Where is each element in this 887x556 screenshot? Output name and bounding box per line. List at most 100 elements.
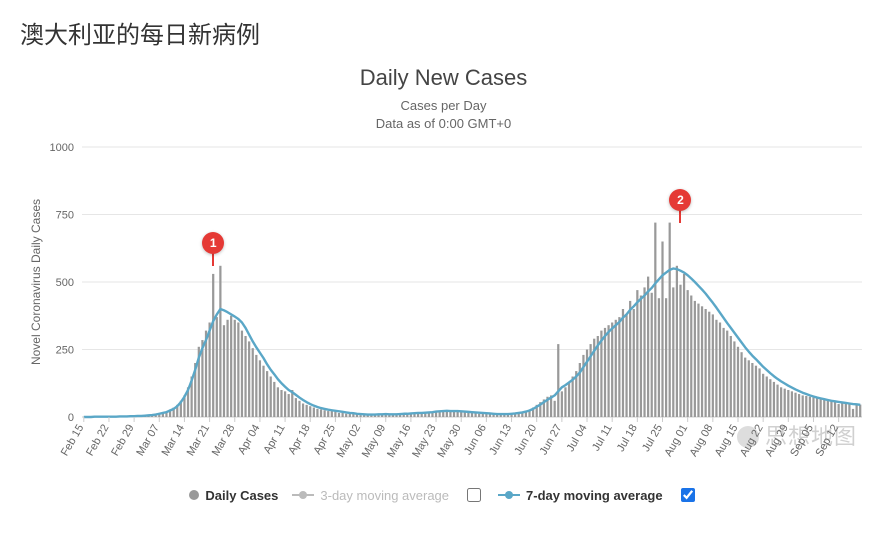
legend-checkbox-avg3[interactable] — [467, 488, 481, 502]
bar[interactable] — [787, 390, 789, 417]
bar[interactable] — [791, 392, 793, 418]
bar[interactable] — [316, 409, 318, 417]
bar[interactable] — [773, 382, 775, 417]
bar[interactable] — [248, 342, 250, 418]
bar[interactable] — [733, 342, 735, 418]
bar[interactable] — [604, 328, 606, 417]
bar[interactable] — [776, 385, 778, 417]
bar[interactable] — [769, 380, 771, 418]
bar[interactable] — [262, 366, 264, 417]
bar[interactable] — [722, 328, 724, 417]
bar[interactable] — [338, 413, 340, 417]
bar[interactable] — [805, 396, 807, 417]
bar[interactable] — [561, 392, 563, 418]
bar[interactable] — [679, 285, 681, 417]
bar[interactable] — [683, 274, 685, 417]
bar[interactable] — [237, 323, 239, 418]
bar[interactable] — [557, 344, 559, 417]
bar[interactable] — [266, 371, 268, 417]
bar[interactable] — [223, 326, 225, 418]
bar[interactable] — [669, 223, 671, 417]
bar[interactable] — [478, 414, 480, 417]
bar[interactable] — [280, 390, 282, 417]
bar[interactable] — [244, 336, 246, 417]
bar[interactable] — [762, 374, 764, 417]
bar[interactable] — [636, 290, 638, 417]
bar[interactable] — [809, 397, 811, 417]
bar[interactable] — [665, 299, 667, 418]
bar[interactable] — [334, 412, 336, 417]
bar[interactable] — [331, 411, 333, 417]
bar[interactable] — [848, 404, 850, 418]
bar[interactable] — [780, 388, 782, 418]
bar[interactable] — [341, 413, 343, 417]
bar[interactable] — [701, 307, 703, 418]
bar[interactable] — [784, 389, 786, 417]
bar[interactable] — [730, 336, 732, 417]
bar[interactable] — [640, 296, 642, 418]
bar[interactable] — [324, 411, 326, 418]
bar[interactable] — [651, 293, 653, 417]
bar[interactable] — [295, 398, 297, 417]
bar[interactable] — [737, 347, 739, 417]
bar[interactable] — [827, 400, 829, 418]
bar[interactable] — [449, 412, 451, 417]
bar[interactable] — [270, 377, 272, 418]
bar[interactable] — [359, 415, 361, 417]
bar[interactable] — [855, 404, 857, 417]
bar[interactable] — [306, 405, 308, 417]
bar[interactable] — [802, 396, 804, 418]
bar[interactable] — [471, 413, 473, 417]
legend-checkbox-avg7[interactable] — [681, 488, 695, 502]
bar[interactable] — [474, 414, 476, 418]
bar[interactable] — [798, 394, 800, 417]
bar[interactable] — [313, 408, 315, 417]
bar[interactable] — [712, 315, 714, 418]
bar[interactable] — [208, 323, 210, 418]
bar[interactable] — [748, 361, 750, 418]
bar[interactable] — [611, 323, 613, 418]
bar[interactable] — [564, 388, 566, 418]
bar[interactable] — [464, 413, 466, 418]
bar[interactable] — [719, 323, 721, 418]
bar[interactable] — [708, 312, 710, 417]
bar[interactable] — [230, 316, 232, 417]
bar[interactable] — [327, 411, 329, 417]
bar[interactable] — [618, 317, 620, 417]
bar[interactable] — [834, 401, 836, 417]
bar[interactable] — [302, 404, 304, 418]
bar[interactable] — [672, 288, 674, 418]
bar[interactable] — [816, 398, 818, 417]
bar[interactable] — [252, 349, 254, 418]
bar[interactable] — [622, 309, 624, 417]
bar[interactable] — [852, 409, 854, 417]
bar[interactable] — [705, 309, 707, 417]
bar[interactable] — [320, 410, 322, 418]
bar[interactable] — [568, 382, 570, 417]
bar[interactable] — [654, 223, 656, 417]
legend-item-avg7[interactable]: 7-day moving average — [498, 488, 663, 503]
bar[interactable] — [219, 266, 221, 417]
legend-item-avg3[interactable]: 3-day moving average — [292, 488, 449, 503]
bar[interactable] — [226, 320, 228, 417]
bar[interactable] — [284, 392, 286, 418]
bar[interactable] — [629, 301, 631, 417]
bar[interactable] — [572, 377, 574, 418]
bar[interactable] — [277, 388, 279, 418]
bar[interactable] — [216, 317, 218, 417]
bar[interactable] — [726, 331, 728, 417]
bar[interactable] — [751, 363, 753, 417]
bar[interactable] — [755, 366, 757, 417]
bar[interactable] — [309, 407, 311, 418]
bar[interactable] — [273, 382, 275, 417]
bar[interactable] — [823, 399, 825, 417]
bar[interactable] — [259, 361, 261, 418]
bar[interactable] — [643, 288, 645, 418]
bar[interactable] — [615, 320, 617, 417]
bar[interactable] — [812, 398, 814, 417]
bar[interactable] — [690, 296, 692, 418]
bar[interactable] — [838, 404, 840, 417]
bar[interactable] — [212, 274, 214, 417]
bar[interactable] — [676, 266, 678, 417]
bar[interactable] — [715, 320, 717, 417]
